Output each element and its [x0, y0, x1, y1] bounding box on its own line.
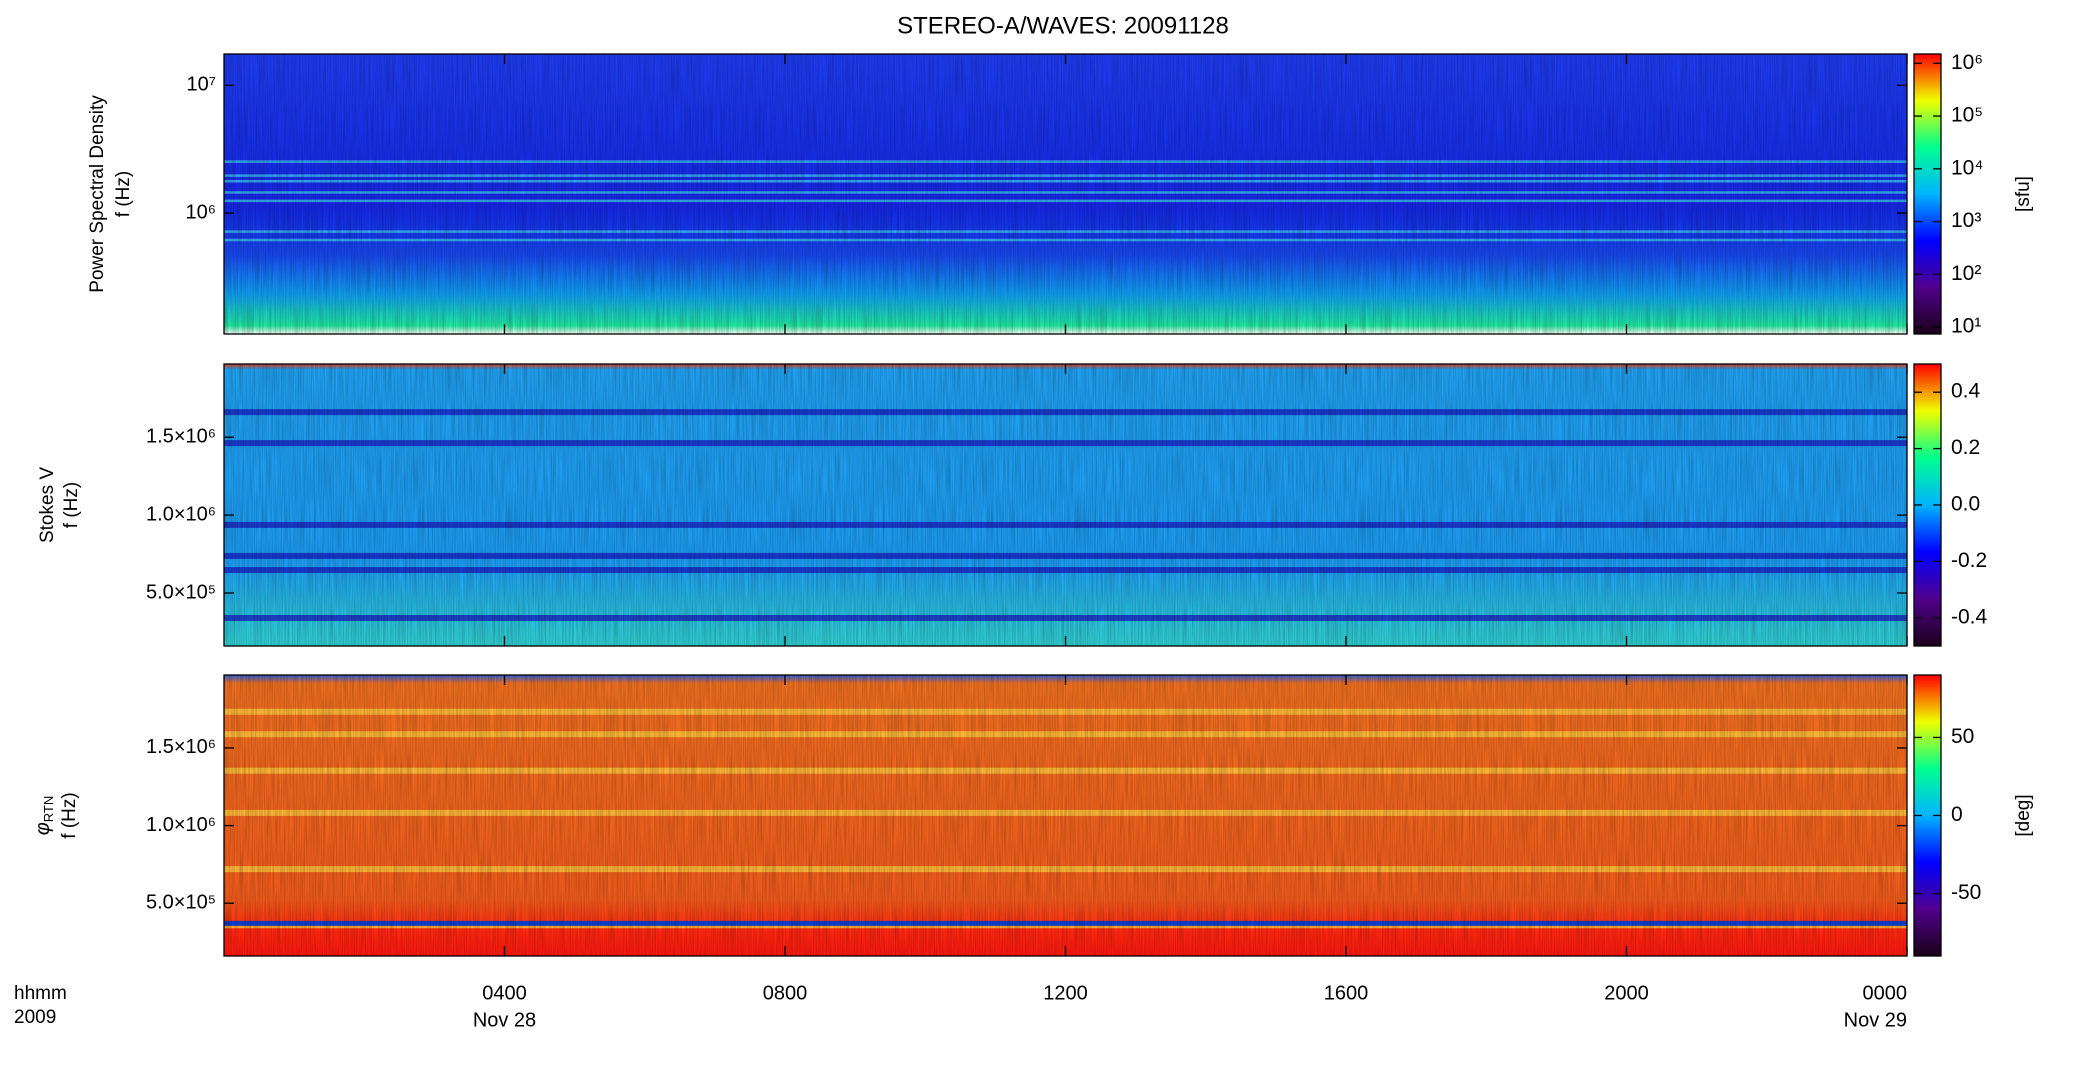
x-tick-label: 1600: [1324, 982, 1369, 1004]
y-axis-label-main: φ: [32, 822, 54, 835]
colorbar-tick-label: 10⁶: [1951, 51, 1983, 74]
y-tick-label: 10⁶: [186, 201, 216, 223]
date-label: Nov 29: [1844, 1009, 1907, 1031]
y-axis-label-2: f (Hz): [61, 482, 82, 528]
title: STEREO-A/WAVES: 20091128: [897, 12, 1229, 39]
colorbar-label: [deg]: [2013, 794, 2034, 836]
colorbar-tick-label: 10¹: [1951, 315, 1981, 338]
y-tick-label: 1.5×10⁶: [146, 736, 216, 758]
y-axis-label: Power Spectral Density: [87, 95, 108, 293]
x-tick-label: 0000: [1863, 982, 1908, 1004]
x-axis-label: hhmm: [14, 983, 67, 1004]
colorbar-tick-label: -50: [1951, 881, 1981, 904]
colorbar-tick-label: 50: [1951, 725, 1974, 748]
y-tick-label: 1.0×10⁶: [146, 814, 216, 836]
colorbar-tick-label: 0: [1951, 803, 1963, 826]
noise-overlay: [224, 364, 1907, 646]
colorbar-tick-label: 10⁵: [1951, 104, 1983, 127]
colorbar-tick-label: 0.0: [1951, 493, 1980, 516]
y-axis-label: Stokes V: [37, 467, 58, 543]
colorbar-tick-label: 0.4: [1951, 380, 1981, 403]
y-axis-label: φRTN: [32, 796, 56, 836]
colorbar-tick-label: -0.2: [1951, 549, 1987, 572]
y-tick-label: 10⁷: [187, 74, 216, 96]
colorbar: [1913, 53, 1942, 335]
colorbar-tick-label: 10⁴: [1951, 156, 1983, 179]
y-axis-label-2: f (Hz): [59, 792, 80, 838]
year-label: 2009: [14, 1007, 56, 1028]
y-axis-label-sub: RTN: [41, 796, 56, 822]
x-tick-label: 0400: [482, 982, 527, 1004]
colorbar-tick-label: 10³: [1951, 209, 1981, 232]
x-tick-label: 2000: [1604, 982, 1649, 1004]
colorbar-tick-label: -0.4: [1951, 605, 1988, 628]
colorbar-label: [sfu]: [2013, 176, 2034, 212]
colorbar-tick-label: 0.2: [1951, 436, 1980, 459]
noise-overlay: [224, 54, 1907, 334]
y-tick-label: 1.5×10⁶: [146, 426, 216, 448]
y-tick-label: 5.0×10⁵: [146, 581, 216, 603]
date-label: Nov 28: [473, 1009, 536, 1031]
x-tick-label: 1200: [1043, 982, 1088, 1004]
y-tick-label: 1.0×10⁶: [146, 503, 216, 525]
y-axis-label-2: f (Hz): [113, 171, 134, 217]
colorbar-tick-label: 10²: [1951, 262, 1981, 285]
noise-overlay: [224, 675, 1907, 956]
x-tick-label: 0800: [763, 982, 808, 1004]
y-tick-label: 5.0×10⁵: [146, 891, 216, 913]
